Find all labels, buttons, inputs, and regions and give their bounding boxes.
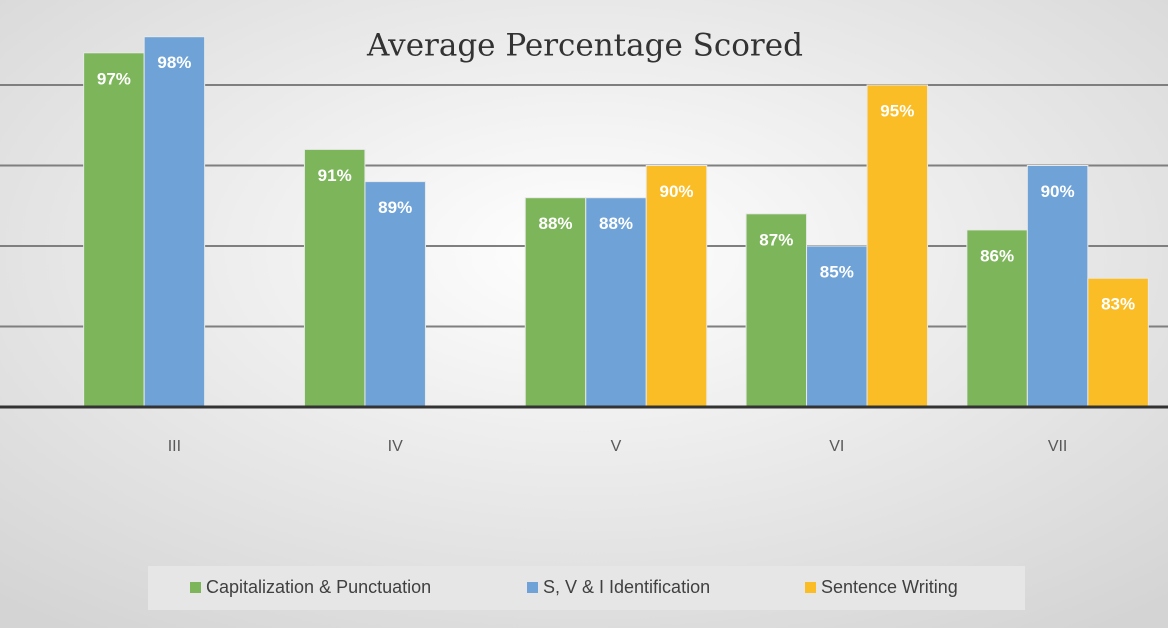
- bar: [364, 181, 426, 408]
- legend-label: Sentence Writing: [821, 577, 958, 597]
- bar: [806, 245, 868, 408]
- bar: [303, 148, 366, 408]
- bar: [745, 213, 808, 408]
- bar: [143, 36, 206, 408]
- data-label: 97%: [97, 69, 131, 88]
- legend-swatch: [190, 582, 201, 593]
- data-label: 86%: [980, 246, 1014, 265]
- data-label: 95%: [880, 101, 914, 120]
- bar: [645, 165, 708, 408]
- x-tick-label: III: [168, 438, 181, 455]
- data-label: 85%: [820, 262, 854, 281]
- bar: [524, 197, 587, 408]
- x-tick-label: VI: [829, 438, 844, 455]
- chart-title: Average Percentage Scored: [366, 28, 803, 64]
- data-label: 89%: [378, 198, 412, 217]
- legend-label: Capitalization & Punctuation: [206, 577, 431, 597]
- data-label: 90%: [659, 182, 693, 201]
- data-label: 91%: [318, 166, 352, 185]
- data-label: 88%: [599, 214, 633, 233]
- legend-label: S, V & I Identification: [543, 577, 710, 597]
- data-label: 87%: [759, 230, 793, 249]
- data-label: 98%: [157, 53, 191, 72]
- bar: [966, 229, 1028, 408]
- data-label: 88%: [538, 214, 572, 233]
- bar: [83, 52, 145, 408]
- x-tick-label: V: [611, 438, 622, 455]
- x-tick-label: IV: [388, 438, 403, 455]
- data-label: 83%: [1101, 295, 1135, 314]
- data-label: 90%: [1041, 182, 1075, 201]
- bar: [1026, 165, 1089, 408]
- legend-swatch: [527, 582, 538, 593]
- bar: [1087, 277, 1149, 408]
- bar: [866, 84, 929, 408]
- legend-box: [148, 566, 1025, 610]
- legend-swatch: [805, 582, 816, 593]
- x-tick-label: VII: [1048, 438, 1068, 455]
